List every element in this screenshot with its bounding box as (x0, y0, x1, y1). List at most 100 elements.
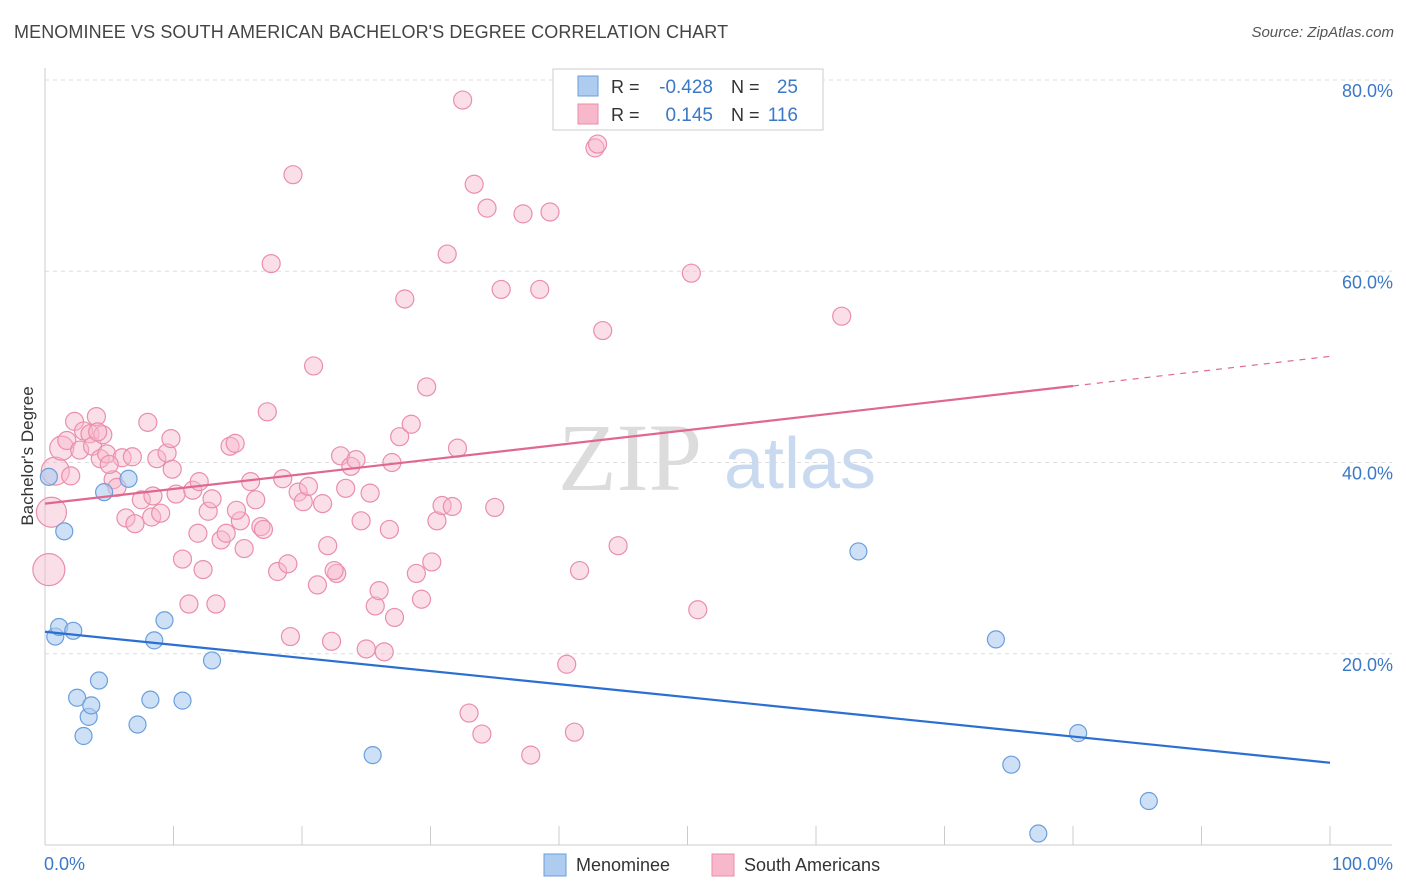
south-americans-point (587, 134, 608, 154)
south-americans-point (356, 639, 376, 659)
south-americans-point (220, 436, 240, 456)
trend-lines (44, 355, 1331, 764)
south-americans-point (453, 90, 473, 110)
menominee-point (68, 688, 87, 707)
menominee-point (1069, 724, 1088, 743)
menominee-point (145, 631, 164, 650)
legend-label-menominee: Menominee (576, 855, 670, 875)
south-americans-point (384, 607, 405, 628)
south-americans-point (427, 511, 447, 531)
legend-swatch-south-americans (711, 853, 735, 877)
south-americans-point (273, 469, 293, 489)
legend-n-label: N = (731, 105, 760, 125)
legend-r-value: -0.428 (659, 77, 713, 98)
south-americans-point (564, 722, 585, 742)
y-tick-label: 40.0% (1342, 464, 1393, 484)
south-americans-point (485, 497, 505, 518)
south-americans-point (688, 600, 708, 620)
south-americans-point (401, 414, 421, 434)
south-americans-point (351, 511, 371, 531)
legend-n-value: 25 (777, 77, 798, 98)
south-americans-point (226, 500, 247, 520)
south-americans-trend-line (44, 384, 1074, 505)
south-americans-point (437, 244, 457, 264)
south-americans-point (216, 523, 236, 543)
south-americans-point (330, 446, 351, 466)
south-americans-point (288, 482, 308, 502)
south-americans-point (151, 503, 171, 523)
south-americans-point (406, 563, 426, 584)
legend-swatch-menominee (577, 75, 599, 97)
south-americans-point (278, 554, 298, 574)
south-americans-point (253, 519, 274, 540)
south-americans-point (459, 703, 479, 723)
south-americans-point (477, 198, 497, 218)
menominee-point (39, 467, 58, 486)
south-americans-point (432, 495, 452, 516)
south-americans-point (206, 594, 226, 614)
menominee-point (155, 611, 174, 630)
south-americans-point (369, 581, 389, 601)
south-americans-point (225, 433, 245, 453)
source-credit: Source: ZipAtlas.com (1251, 24, 1394, 41)
south-americans-point (324, 560, 344, 581)
south-americans-point (569, 560, 590, 581)
legend-label-south-americans: South Americans (744, 855, 880, 875)
south-americans-point (162, 459, 182, 479)
south-americans-point (283, 165, 303, 185)
south-americans-point (521, 745, 541, 765)
y-tick-label: 60.0% (1342, 272, 1393, 292)
south-americans-point (360, 483, 380, 503)
south-americans-point (251, 516, 271, 537)
south-americans-point (374, 642, 394, 662)
south-americans-point (230, 511, 250, 531)
south-americans-point (35, 496, 68, 528)
south-americans-point (832, 306, 852, 326)
south-americans-point (161, 428, 181, 449)
tick-labels: 20.0% 40.0% 60.0% 80.0% 0.0% 100.0% (44, 81, 1393, 874)
south-americans-point (189, 472, 209, 492)
legend-n-label: N = (731, 77, 760, 97)
legend-r-value: 0.145 (665, 105, 713, 126)
south-americans-point (70, 440, 90, 460)
y-tick-label: 80.0% (1342, 81, 1393, 101)
watermark-zip: ZIP (558, 404, 702, 511)
menominee-point (119, 469, 138, 488)
south-americans-points (32, 90, 852, 765)
south-americans-point (234, 538, 254, 559)
south-americans-point (57, 430, 77, 451)
south-americans-point (540, 202, 560, 222)
menominee-point (64, 621, 83, 640)
south-americans-point (530, 279, 550, 300)
x-tick-label: 100.0% (1332, 854, 1393, 874)
south-americans-point (99, 454, 119, 475)
south-americans-point (365, 596, 385, 616)
south-americans-point (138, 412, 158, 432)
south-americans-point (298, 476, 319, 497)
menominee-point (173, 691, 192, 710)
south-americans-point (390, 427, 410, 447)
south-americans-point (122, 447, 142, 467)
south-americans-point (513, 204, 533, 224)
chart-title: MENOMINEE VS SOUTH AMERICAN BACHELOR'S D… (14, 22, 729, 42)
south-americans-point (172, 549, 193, 569)
legend-swatch-menominee (543, 853, 567, 877)
south-americans-point (379, 519, 399, 540)
correlation-legend: R = -0.428 N = 25 R = 0.145 N = 116 (552, 68, 824, 131)
south-americans-point (93, 425, 113, 445)
south-americans-point (422, 552, 442, 572)
south-americans-point (321, 631, 342, 651)
menominee-point (55, 522, 74, 541)
menominee-point (74, 726, 93, 746)
south-americans-point (557, 654, 577, 674)
south-americans-point (472, 724, 492, 744)
south-americans-point (261, 254, 281, 274)
south-americans-point (246, 490, 266, 510)
south-americans-point (464, 174, 484, 194)
legend-r-label: R = (611, 105, 640, 125)
south-americans-point (32, 552, 66, 587)
south-americans-point (307, 575, 328, 595)
south-americans-point (202, 489, 222, 509)
legend-swatch-south-americans (577, 103, 599, 125)
